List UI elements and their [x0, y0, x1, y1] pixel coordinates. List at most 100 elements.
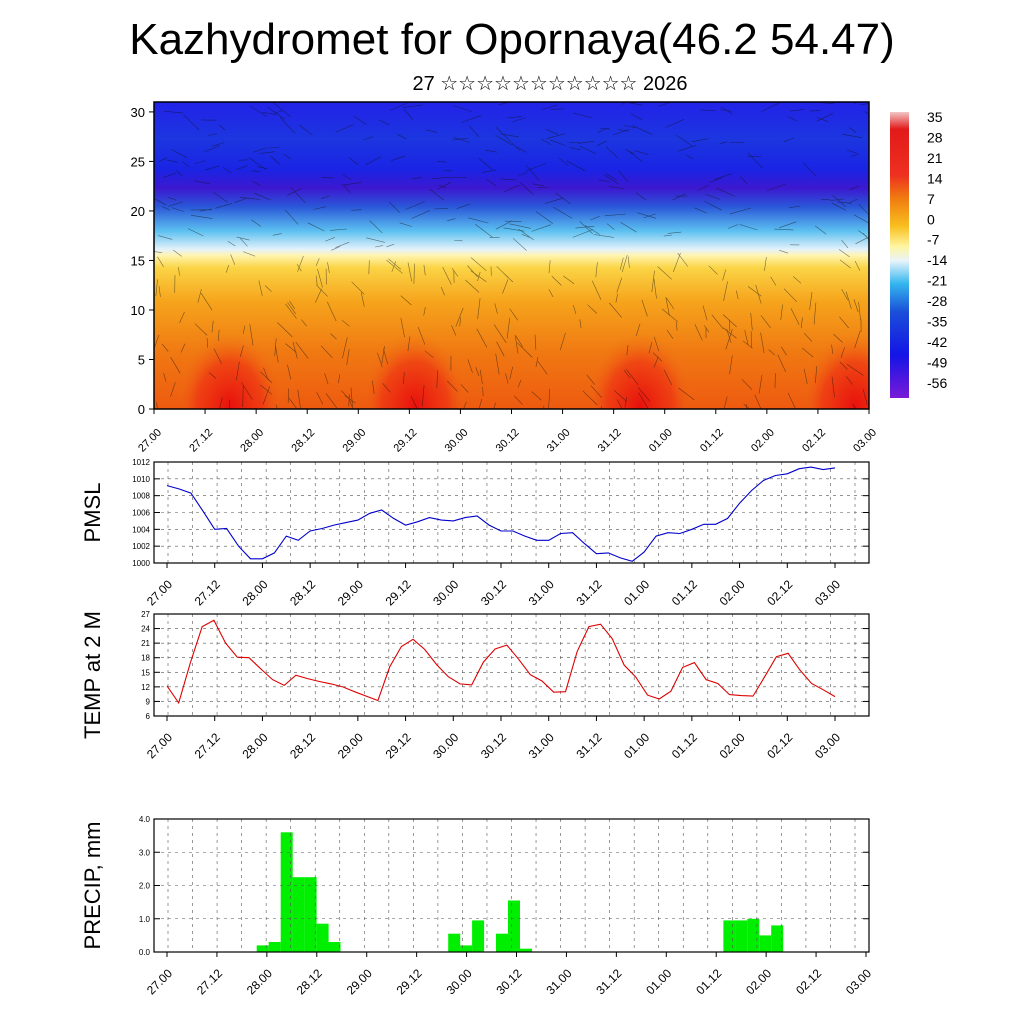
wind-barb: [534, 334, 537, 350]
wind-barb: [582, 390, 598, 406]
y-tick-label: 0.0: [139, 948, 151, 957]
colorbar-label: -49: [927, 354, 947, 370]
wind-barb: [194, 160, 206, 164]
wind-barb: [747, 286, 762, 297]
precip-bar: [256, 945, 269, 952]
wind-barb: [613, 390, 627, 402]
wind-barb: [453, 105, 472, 112]
wind-barb: [853, 299, 859, 312]
wind-barb: [719, 141, 728, 145]
wind-barb: [470, 257, 487, 271]
heatmap-field: [154, 102, 869, 409]
wind-barb: [234, 197, 248, 203]
wind-barb: [629, 151, 643, 162]
wind-barb: [833, 333, 843, 343]
wind-barb: [572, 112, 592, 118]
wind-barb: [787, 392, 796, 409]
wind-barb: [604, 213, 627, 217]
wind-barb: [641, 299, 648, 317]
y-tick-label: 30: [131, 105, 145, 120]
precip-bar: [304, 877, 317, 952]
wind-barb: [222, 166, 232, 174]
wind-barb: [721, 106, 733, 115]
wind-barb: [456, 203, 471, 209]
wind-barb: [363, 136, 374, 141]
x-tick-label: 02.12: [793, 966, 824, 997]
wind-barb: [154, 251, 163, 253]
x-tick-label: 28.12: [287, 730, 318, 761]
chart-subtitle: 27 ☆☆☆☆☆☆☆☆☆☆☆ 2026: [412, 73, 688, 95]
wind-barb: [478, 398, 483, 409]
wind-barb: [606, 146, 618, 158]
y-tick-label: 5: [138, 352, 145, 367]
wind-barb: [325, 237, 336, 242]
wind-barb: [740, 176, 748, 185]
wind-barb: [673, 252, 681, 273]
wind-barb: [157, 256, 164, 267]
wind-barb: [171, 207, 184, 212]
wind-barb: [154, 198, 167, 206]
wind-barb: [382, 383, 391, 393]
wind-barb: [803, 332, 813, 342]
wind-barb: [267, 106, 285, 120]
wind-barb: [335, 241, 350, 248]
wind-barb: [790, 308, 800, 325]
wind-barbs: [154, 102, 869, 409]
x-tick-label: 01.00: [621, 730, 652, 761]
wind-barb: [781, 346, 787, 356]
wind-barb: [341, 390, 348, 398]
wind-barb: [676, 135, 693, 146]
x-tick-label: 30.12: [493, 966, 524, 997]
wind-barb: [587, 304, 598, 314]
x-tick-label: 01.00: [647, 427, 675, 455]
x-tick-label: 02.00: [717, 577, 748, 608]
wind-barb: [722, 269, 726, 281]
x-tick-label: 28.00: [238, 427, 266, 455]
wind-barb: [455, 307, 464, 327]
wind-barb: [348, 157, 359, 166]
wind-barb: [459, 317, 461, 327]
wind-barb: [663, 234, 673, 237]
wind-barb: [579, 319, 582, 329]
y-tick-label: 0: [138, 402, 145, 417]
wind-barb: [643, 213, 656, 219]
colorbar-label: -35: [927, 314, 947, 330]
wind-barb: [451, 325, 457, 336]
y-tick-label: 1012: [132, 458, 150, 467]
wind-barb: [242, 251, 256, 257]
wind-barb: [413, 263, 415, 284]
wind-barb: [249, 324, 254, 346]
x-tick-label: 02.00: [717, 730, 748, 761]
wind-barb: [531, 391, 542, 401]
wind-barb: [213, 192, 228, 203]
wind-barb: [722, 327, 737, 339]
wind-barb: [722, 314, 737, 328]
wind-barb: [429, 189, 444, 201]
wind-barb: [739, 224, 758, 231]
wind-barb: [365, 156, 381, 166]
wind-barb: [841, 288, 848, 301]
wind-barb: [477, 298, 481, 320]
wind-barb: [431, 177, 453, 179]
wind-barb: [789, 205, 801, 209]
x-tick-label: 02.00: [743, 966, 774, 997]
x-tick-label: 27.12: [187, 427, 215, 455]
wind-barb: [230, 254, 236, 265]
x-tick-label: 27.12: [192, 730, 223, 761]
wind-barb: [379, 119, 389, 126]
wind-barb: [509, 308, 519, 321]
wind-barb: [156, 402, 158, 409]
x-tick-label: 27.00: [144, 730, 175, 761]
x-tick-label: 30.12: [478, 730, 509, 761]
colorbar: 35 28 21 14 7 0 -7 -14 -21 -28 -35 -42 -49 -56: [890, 109, 947, 398]
wind-barb: [864, 111, 869, 115]
x-tick-label: 31.00: [526, 577, 557, 608]
wind-barb: [665, 296, 670, 316]
x-tick-label: 30.00: [430, 730, 461, 761]
wind-barb: [329, 228, 347, 231]
x-tick-label: 29.12: [383, 577, 414, 608]
precip-bar: [747, 918, 760, 953]
wind-barb: [313, 206, 326, 210]
wind-barb: [154, 334, 160, 348]
